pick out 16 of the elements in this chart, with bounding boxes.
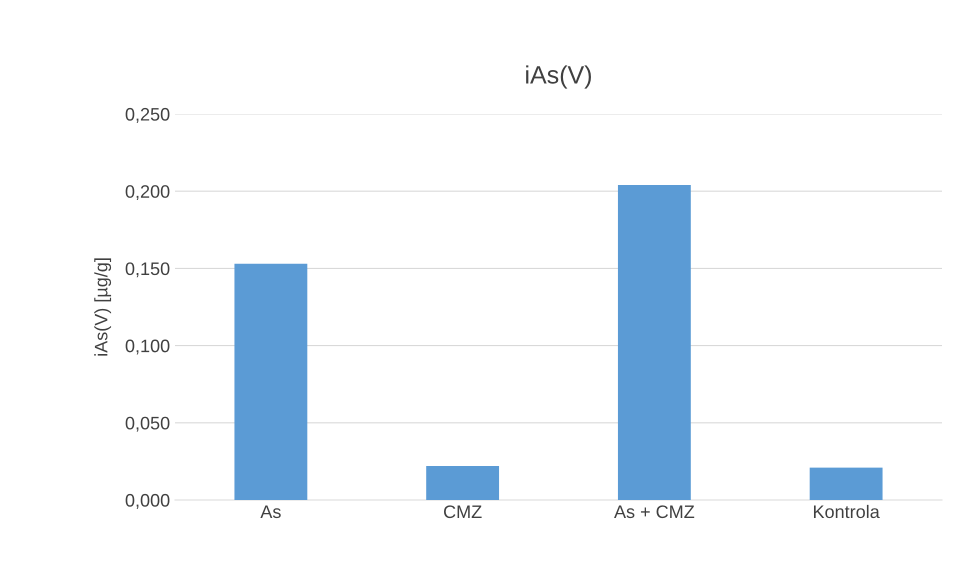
y-tick-label: 0,000 [126, 494, 170, 509]
y-tick-label: 0,050 [126, 416, 170, 432]
y-tick-label: 0,250 [126, 108, 170, 123]
bar [234, 264, 308, 500]
chart-title: iAs(V) [526, 65, 591, 89]
x-tick-label: CMZ [444, 505, 482, 518]
bar [810, 468, 883, 500]
x-tick-label: As [260, 506, 281, 518]
bar [426, 466, 500, 500]
x-tick-label: As + CMZ [614, 505, 694, 518]
y-tick-label: 0,100 [126, 340, 170, 354]
x-tick-label: Kontrola [814, 504, 880, 518]
y-tick-label: 0,150 [126, 262, 170, 278]
y-tick-label: 0,200 [126, 185, 170, 200]
bar [618, 185, 691, 500]
y-axis-title: iAs(V) [µg/g] [94, 258, 112, 356]
